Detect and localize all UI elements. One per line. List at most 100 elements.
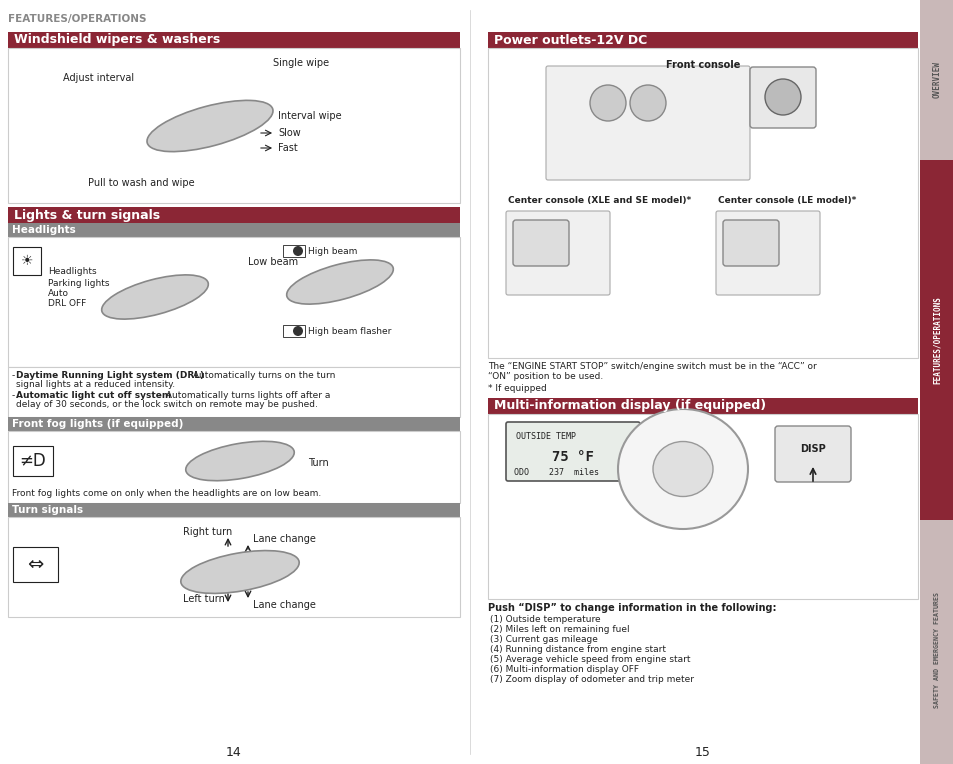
Bar bbox=[283, 325, 305, 337]
Text: Auto: Auto bbox=[48, 290, 69, 299]
Text: Center console (LE model)*: Center console (LE model)* bbox=[718, 196, 856, 205]
Ellipse shape bbox=[181, 551, 299, 594]
Bar bbox=[8, 503, 459, 517]
Ellipse shape bbox=[147, 100, 273, 151]
Text: (7) Zoom display of odometer and trip meter: (7) Zoom display of odometer and trip me… bbox=[490, 675, 693, 684]
Circle shape bbox=[589, 85, 625, 121]
Bar bbox=[8, 517, 459, 617]
Text: Single wipe: Single wipe bbox=[273, 58, 329, 68]
Bar bbox=[488, 398, 917, 414]
Text: 14: 14 bbox=[226, 746, 242, 759]
Text: Parking lights: Parking lights bbox=[48, 280, 110, 289]
Text: Turn signals: Turn signals bbox=[12, 505, 83, 515]
Text: 15: 15 bbox=[695, 746, 710, 759]
Text: Daytime Running Light system (DRL): Daytime Running Light system (DRL) bbox=[16, 371, 204, 380]
Text: (1) Outside temperature: (1) Outside temperature bbox=[490, 615, 600, 624]
Text: (4) Running distance from engine start: (4) Running distance from engine start bbox=[490, 645, 665, 654]
Bar bbox=[283, 245, 305, 257]
Text: DISP: DISP bbox=[800, 444, 825, 454]
Bar bbox=[13, 446, 53, 476]
Text: Center console (XLE and SE model)*: Center console (XLE and SE model)* bbox=[507, 196, 691, 205]
Text: High beam flasher: High beam flasher bbox=[308, 326, 391, 335]
Text: -: - bbox=[12, 371, 15, 380]
Bar bbox=[8, 48, 459, 203]
Text: DRL OFF: DRL OFF bbox=[48, 299, 86, 309]
Bar bbox=[919, 160, 953, 520]
Text: ODO    237  miles: ODO 237 miles bbox=[514, 468, 598, 477]
FancyBboxPatch shape bbox=[716, 211, 820, 295]
Ellipse shape bbox=[652, 442, 712, 497]
Text: Right turn: Right turn bbox=[183, 527, 232, 537]
Bar bbox=[13, 247, 41, 275]
Text: Automatically turns on the turn: Automatically turns on the turn bbox=[190, 371, 335, 380]
Text: Lane change: Lane change bbox=[253, 534, 315, 544]
Bar bbox=[488, 32, 917, 48]
Text: Low beam: Low beam bbox=[248, 257, 297, 267]
Text: SAFETY AND EMERGENCY FEATURES: SAFETY AND EMERGENCY FEATURES bbox=[933, 592, 939, 708]
Text: (3) Current gas mileage: (3) Current gas mileage bbox=[490, 635, 598, 644]
Circle shape bbox=[629, 85, 665, 121]
Text: Interval wipe: Interval wipe bbox=[277, 111, 341, 121]
Text: delay of 30 seconds, or the lock switch on remote may be pushed.: delay of 30 seconds, or the lock switch … bbox=[16, 400, 317, 409]
Text: Turn: Turn bbox=[308, 458, 329, 468]
Bar bbox=[8, 32, 459, 48]
Text: Headlights: Headlights bbox=[48, 267, 96, 277]
Text: Automatic light cut off system: Automatic light cut off system bbox=[16, 391, 172, 400]
Text: (2) Miles left on remaining fuel: (2) Miles left on remaining fuel bbox=[490, 625, 629, 634]
Ellipse shape bbox=[186, 442, 294, 481]
Text: Power outlets-12V DC: Power outlets-12V DC bbox=[494, 34, 646, 47]
FancyBboxPatch shape bbox=[749, 67, 815, 128]
Text: OVERVIEW: OVERVIEW bbox=[931, 61, 941, 99]
Text: Left turn: Left turn bbox=[183, 594, 225, 604]
Text: Fast: Fast bbox=[277, 143, 297, 153]
Bar bbox=[8, 237, 459, 367]
Text: Automatically turns lights off after a: Automatically turns lights off after a bbox=[163, 391, 330, 400]
Text: “ON” position to be used.: “ON” position to be used. bbox=[488, 372, 602, 381]
FancyBboxPatch shape bbox=[774, 426, 850, 482]
Bar bbox=[488, 48, 917, 358]
Text: signal lights at a reduced intensity.: signal lights at a reduced intensity. bbox=[16, 380, 175, 389]
Text: FEATURES/OPERATIONS: FEATURES/OPERATIONS bbox=[8, 14, 147, 24]
Text: ≠D: ≠D bbox=[20, 452, 47, 470]
Text: High beam: High beam bbox=[308, 247, 357, 255]
Text: 75 °F: 75 °F bbox=[552, 450, 594, 464]
Circle shape bbox=[293, 326, 303, 336]
Bar bbox=[8, 417, 459, 431]
Bar bbox=[488, 414, 917, 599]
FancyBboxPatch shape bbox=[505, 422, 639, 481]
Text: Headlights: Headlights bbox=[12, 225, 75, 235]
Bar bbox=[919, 0, 953, 764]
Circle shape bbox=[764, 79, 801, 115]
Text: Adjust interval: Adjust interval bbox=[63, 73, 134, 83]
Text: Front console: Front console bbox=[665, 60, 740, 70]
Text: FEATURES/OPERATIONS: FEATURES/OPERATIONS bbox=[931, 296, 941, 384]
Bar bbox=[919, 0, 953, 160]
Text: Lane change: Lane change bbox=[253, 600, 315, 610]
Bar bbox=[8, 431, 459, 503]
Bar bbox=[13, 547, 58, 582]
Text: (6) Multi-information display OFF: (6) Multi-information display OFF bbox=[490, 665, 639, 674]
Text: Windshield wipers & washers: Windshield wipers & washers bbox=[14, 34, 220, 47]
Text: Push “DISP” to change information in the following:: Push “DISP” to change information in the… bbox=[488, 603, 776, 613]
FancyBboxPatch shape bbox=[545, 66, 749, 180]
Text: ⇔: ⇔ bbox=[27, 555, 43, 574]
Ellipse shape bbox=[618, 409, 747, 529]
Text: Front fog lights (if equipped): Front fog lights (if equipped) bbox=[12, 419, 183, 429]
FancyBboxPatch shape bbox=[722, 220, 779, 266]
Bar bbox=[919, 520, 953, 764]
Ellipse shape bbox=[287, 260, 393, 304]
Text: -: - bbox=[12, 391, 15, 400]
Text: Pull to wash and wipe: Pull to wash and wipe bbox=[88, 178, 194, 188]
Bar bbox=[8, 207, 459, 223]
Circle shape bbox=[293, 246, 303, 256]
Text: OUTSIDE TEMP: OUTSIDE TEMP bbox=[516, 432, 576, 441]
Bar bbox=[8, 223, 459, 237]
FancyBboxPatch shape bbox=[513, 220, 568, 266]
Text: Front fog lights come on only when the headlights are on low beam.: Front fog lights come on only when the h… bbox=[12, 489, 321, 498]
Text: (5) Average vehicle speed from engine start: (5) Average vehicle speed from engine st… bbox=[490, 655, 690, 664]
Text: Multi-information display (if equipped): Multi-information display (if equipped) bbox=[494, 400, 765, 413]
Text: * If equipped: * If equipped bbox=[488, 384, 546, 393]
Bar bbox=[8, 367, 459, 417]
Text: Slow: Slow bbox=[277, 128, 300, 138]
Text: ☀: ☀ bbox=[21, 254, 33, 268]
